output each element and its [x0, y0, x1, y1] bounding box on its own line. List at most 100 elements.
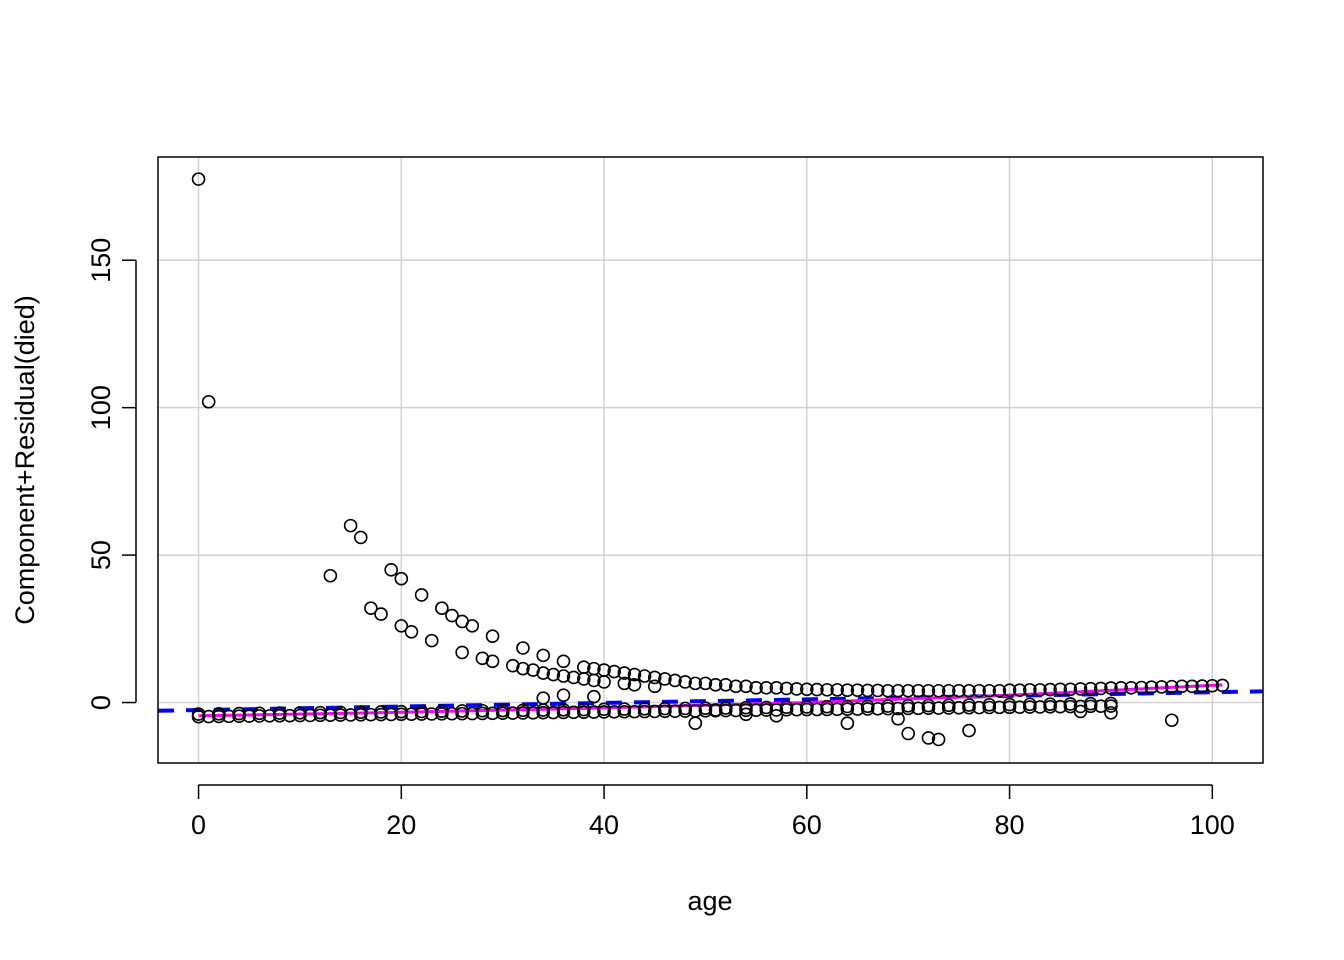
- data-point: [617, 676, 632, 691]
- data-point: [870, 683, 885, 698]
- data-point: [485, 706, 500, 721]
- data-point: [506, 706, 520, 720]
- data-point: [272, 706, 287, 720]
- data-point: [850, 702, 865, 716]
- data-point: [435, 704, 449, 719]
- data-point: [1114, 681, 1128, 695]
- gridlines: [158, 157, 1263, 763]
- data-point: [678, 701, 692, 716]
- data-point: [212, 707, 226, 721]
- data-point: [1164, 713, 1179, 728]
- data-point: [485, 654, 500, 669]
- data-point: [972, 683, 986, 698]
- data-point: [1012, 683, 1027, 697]
- data-point: [404, 624, 419, 639]
- data-point: [769, 681, 784, 695]
- data-point: [789, 682, 804, 696]
- data-point: [962, 698, 976, 712]
- data-point: [739, 707, 753, 722]
- data-point: [729, 679, 743, 694]
- data-point: [830, 702, 845, 717]
- data-point: [617, 666, 632, 680]
- data-point: [972, 700, 986, 715]
- data-point: [313, 705, 328, 720]
- data-point: [404, 707, 419, 722]
- data-point: [1104, 681, 1118, 695]
- data-point: [901, 698, 915, 713]
- data-point: [627, 704, 642, 719]
- data-point: [597, 702, 611, 717]
- data-point: [779, 681, 794, 696]
- data-point: [465, 619, 480, 633]
- axes: 0 20 40 60 80 100 0 50 100 150: [86, 156, 1264, 840]
- data-point: [576, 672, 591, 686]
- data-point: [546, 667, 561, 682]
- data-point: [1043, 697, 1057, 711]
- data-point: [637, 702, 652, 716]
- data-point: [1063, 697, 1078, 711]
- data-point: [353, 705, 368, 719]
- data-point: [647, 670, 662, 685]
- y-tick-label: 50: [86, 540, 116, 570]
- data-point: [941, 683, 956, 698]
- y-tick-label: 100: [86, 385, 116, 430]
- plot-frame: [157, 156, 1264, 764]
- data-point: [708, 678, 723, 692]
- data-point: [1093, 681, 1108, 696]
- data-point: [688, 676, 703, 691]
- data-point: [607, 664, 621, 679]
- y-axis-label: Component+Residual(died): [10, 295, 40, 624]
- data-point: [698, 701, 713, 715]
- data-point: [1093, 699, 1108, 714]
- data-point: [901, 726, 915, 741]
- data-point: [1195, 679, 1209, 693]
- data-point: [445, 608, 459, 623]
- data-point: [1063, 682, 1078, 697]
- data-point: [688, 716, 703, 730]
- data-point: [749, 681, 763, 695]
- data-point: [546, 705, 561, 720]
- data-point: [739, 700, 753, 715]
- data-point: [1175, 679, 1189, 694]
- data-point: [435, 601, 449, 615]
- data-point: [576, 702, 591, 717]
- data-point: [718, 701, 733, 715]
- data-point: [1083, 696, 1098, 711]
- data-point: [921, 698, 936, 713]
- x-tick-label: 100: [1190, 810, 1235, 840]
- data-point: [891, 683, 905, 698]
- data-point: [830, 683, 845, 697]
- data-point: [556, 703, 571, 717]
- data-point: [232, 706, 246, 721]
- data-point: [921, 731, 936, 745]
- data-point: [222, 709, 236, 724]
- data-point: [820, 699, 834, 714]
- data-point: [536, 666, 551, 680]
- data-point: [1144, 680, 1159, 695]
- data-point: [556, 654, 571, 669]
- data-point: [394, 704, 409, 719]
- data-point: [718, 678, 733, 692]
- data-point: [252, 706, 267, 721]
- data-point: [647, 704, 662, 719]
- data-point: [536, 648, 551, 663]
- data-point: [952, 683, 966, 698]
- data-point: [1073, 682, 1088, 696]
- data-point: [556, 688, 571, 702]
- data-point: [394, 619, 409, 633]
- data-point: [668, 704, 682, 718]
- data-point: [840, 683, 855, 697]
- data-point: [516, 661, 530, 676]
- data-point: [992, 683, 1007, 698]
- data-point: [516, 703, 530, 718]
- data-point: [445, 706, 459, 721]
- data-point: [658, 701, 672, 716]
- data-point: [516, 641, 530, 655]
- data-point: [587, 689, 601, 704]
- data-point: [1023, 697, 1037, 712]
- data-point: [881, 699, 895, 713]
- data-point: [708, 703, 723, 717]
- data-point: [566, 670, 581, 685]
- data-point: [384, 563, 398, 577]
- y-tick-label: 150: [86, 238, 116, 283]
